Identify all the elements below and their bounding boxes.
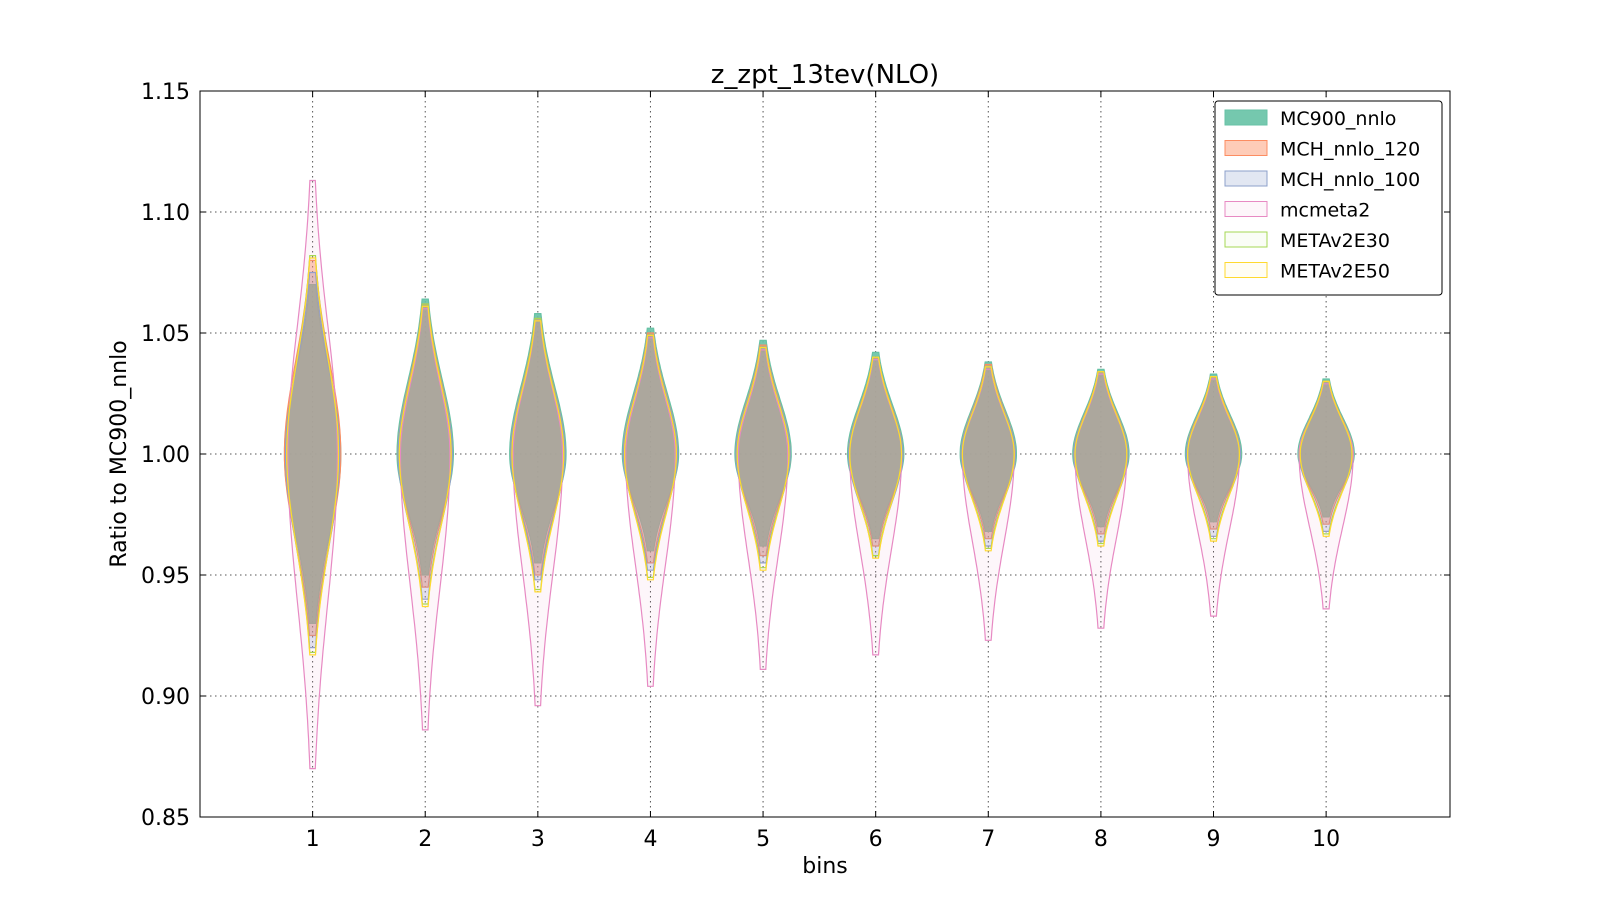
violin-METAv2E50-bin-1 bbox=[286, 257, 340, 656]
y-tick-label: 0.90 bbox=[141, 685, 190, 710]
y-tick-label: 1.10 bbox=[141, 201, 190, 226]
x-tick-label: 7 bbox=[981, 827, 995, 852]
ticks: 0.85 0.90 0.95 1.00 1.05 1.10 1.15 1 2 3 4 5 6 7 8 9 10 bbox=[141, 80, 1450, 852]
y-tick-label: 1.05 bbox=[141, 322, 190, 347]
legend-label-MCH_nnlo_120: MCH_nnlo_120 bbox=[1280, 139, 1420, 161]
violin-METAv2E50-bin-2 bbox=[398, 305, 452, 608]
legend-swatch-MC900_nnlo bbox=[1224, 109, 1268, 126]
legend-frame bbox=[1214, 100, 1443, 296]
violin-METAv2E50-bin-3 bbox=[511, 320, 565, 593]
violin-mcmeta2-bin-1 bbox=[287, 179, 339, 770]
x-tick-label: 4 bbox=[643, 827, 657, 852]
violins bbox=[283, 179, 1355, 770]
grid bbox=[200, 91, 1450, 817]
violin-METAv2E50-bin-8 bbox=[1074, 371, 1128, 547]
legend-label-MC900_nnlo: MC900_nnlo bbox=[1280, 108, 1396, 130]
y-tick-label: 0.85 bbox=[141, 806, 190, 831]
x-tick-label: 6 bbox=[869, 827, 883, 852]
chart-title: z_zpt_13tev(NLO) bbox=[711, 60, 939, 90]
legend-label-METAv2E30: METAv2E30 bbox=[1280, 230, 1390, 252]
legend-label-mcmeta2: mcmeta2 bbox=[1280, 200, 1370, 222]
y-tick-label: 1.00 bbox=[141, 443, 190, 468]
x-tick-label: 3 bbox=[531, 827, 545, 852]
y-axis-label: Ratio to MC900_nnlo bbox=[107, 340, 132, 567]
x-tick-label: 1 bbox=[306, 827, 320, 852]
legend-swatch-MCH_nnlo_120 bbox=[1224, 140, 1268, 156]
legend-swatch-METAv2E30 bbox=[1224, 231, 1268, 248]
legend-swatch-METAv2E50 bbox=[1224, 262, 1268, 278]
x-tick-label: 5 bbox=[756, 827, 770, 852]
legend-swatch-mcmeta2 bbox=[1224, 201, 1268, 217]
legend-label-MCH_nnlo_100: MCH_nnlo_100 bbox=[1280, 169, 1420, 191]
x-axis-label: bins bbox=[802, 854, 847, 879]
violin-METAv2E50-bin-5 bbox=[736, 346, 790, 571]
violin-METAv2E50-bin-6 bbox=[849, 356, 903, 559]
x-tick-label: 9 bbox=[1207, 827, 1221, 852]
violin-METAv2E50-bin-9 bbox=[1187, 376, 1240, 542]
x-tick-label: 2 bbox=[418, 827, 432, 852]
violin-METAv2E50-bin-7 bbox=[961, 366, 1015, 552]
legend-label-METAv2E50: METAv2E50 bbox=[1280, 261, 1390, 283]
legend-swatch-MCH_nnlo_100 bbox=[1224, 170, 1268, 187]
y-tick-label: 0.95 bbox=[141, 564, 190, 589]
y-tick-label: 1.15 bbox=[141, 80, 190, 105]
x-tick-label: 8 bbox=[1094, 827, 1108, 852]
violin-METAv2E50-bin-10 bbox=[1299, 380, 1353, 537]
x-tick-label: 10 bbox=[1312, 827, 1340, 852]
violin-METAv2E50-bin-4 bbox=[624, 334, 678, 581]
legend: MC900_nnlo MCH_nnlo_120 MCH_nnlo_100mcmeta… bbox=[1214, 100, 1443, 296]
